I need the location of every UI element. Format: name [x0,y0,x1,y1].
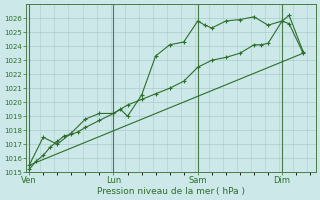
X-axis label: Pression niveau de la mer ( hPa ): Pression niveau de la mer ( hPa ) [97,187,245,196]
